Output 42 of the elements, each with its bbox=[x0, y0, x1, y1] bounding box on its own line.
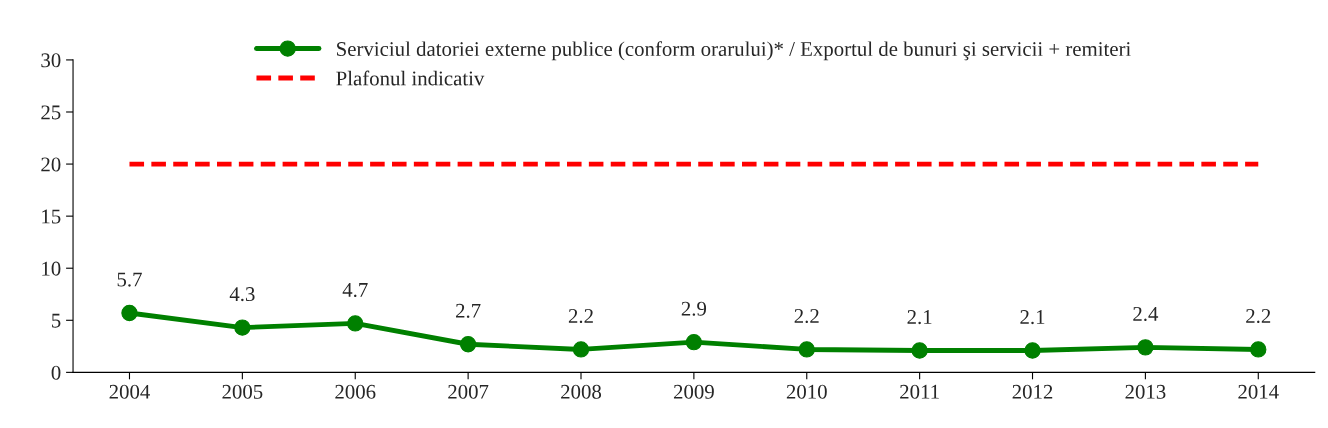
point bbox=[1137, 339, 1154, 356]
x-tick-label: 2014 bbox=[1238, 384, 1279, 399]
data-label: 4.7 bbox=[342, 283, 368, 298]
point bbox=[347, 315, 364, 332]
point bbox=[798, 341, 815, 358]
y-tick-label: 10 bbox=[42, 261, 61, 276]
data-label: 4.3 bbox=[229, 287, 255, 302]
point bbox=[234, 319, 251, 336]
x-tick-label: 2010 bbox=[786, 384, 827, 399]
data-label: 2.2 bbox=[794, 308, 819, 324]
data-label: 2.1 bbox=[1020, 310, 1045, 325]
point bbox=[911, 342, 928, 359]
data-label: 2.1 bbox=[907, 310, 932, 325]
x-tick-label: 2007 bbox=[448, 384, 489, 399]
x-tick-label: 2011 bbox=[900, 384, 939, 399]
y-tick-label: 0 bbox=[51, 365, 61, 380]
x-tick-label: 2008 bbox=[561, 384, 602, 399]
y-tick-label: 5 bbox=[52, 313, 61, 328]
x-tick-label: 2009 bbox=[673, 384, 714, 399]
y-tick-label: 25 bbox=[41, 105, 61, 120]
x-tick-label: 2006 bbox=[335, 384, 376, 399]
point bbox=[121, 304, 138, 322]
data-label: 2.9 bbox=[681, 301, 707, 316]
point bbox=[1250, 341, 1267, 358]
x-tick-label: 2005 bbox=[222, 384, 263, 399]
y-tick-label: 15 bbox=[42, 209, 61, 224]
data-label: 2.4 bbox=[1133, 306, 1159, 321]
data-label: 2.2 bbox=[568, 308, 593, 324]
point bbox=[459, 336, 477, 353]
x-tick-label: 2012 bbox=[1012, 384, 1053, 399]
legend-label: Plafonul indicativ bbox=[336, 70, 485, 86]
data-label: 5.7 bbox=[117, 272, 142, 287]
x-tick-label: 2013 bbox=[1125, 384, 1166, 399]
y-tick-label: 30 bbox=[41, 53, 61, 68]
point bbox=[1024, 342, 1041, 359]
legend-label: Serviciul datoriei externe publice (conform orarului)* / Exportul de bunuri şi servicii + remiteri bbox=[337, 41, 1131, 61]
data-label: 2.7 bbox=[456, 303, 481, 318]
point bbox=[572, 341, 590, 358]
point bbox=[685, 334, 703, 351]
y-tick-label: 20 bbox=[41, 157, 61, 172]
x-tick-label: 2004 bbox=[109, 384, 150, 399]
data-label: 2.2 bbox=[1246, 308, 1271, 324]
